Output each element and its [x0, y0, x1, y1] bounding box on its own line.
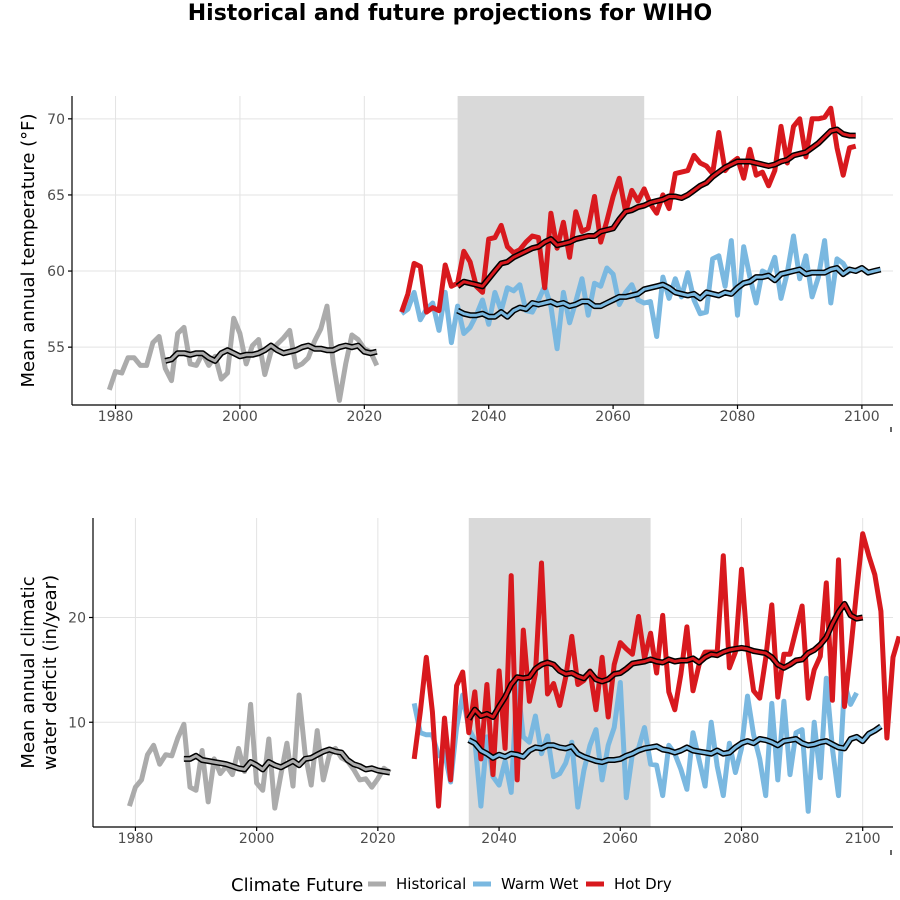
smoothed-line-historical [164, 344, 378, 363]
y-axis-title: Mean annual climaticwater deficit (in/ye… [18, 575, 61, 770]
x-tick-label: 2040 [471, 409, 507, 425]
x-tick-label: 2080 [720, 409, 756, 425]
x-tick-label: 2020 [360, 831, 396, 847]
y-tick-label: 70 [47, 112, 65, 128]
x-tick-label: 2000 [239, 831, 275, 847]
y-tick-label: 20 [68, 611, 86, 627]
y-axis-title-line: Mean annual temperature (°F) [18, 113, 39, 387]
y-tick-label: 55 [47, 340, 65, 356]
legend-label-warm-wet: Warm Wet [501, 875, 579, 893]
x-tick-label: 2020 [347, 409, 383, 425]
x-tick-label: 2100 [845, 831, 881, 847]
water-deficit-panel: 1980 2000 2020 2040 2060 2080 2100 10 20 Mean ann… [18, 518, 900, 855]
chart-legend: Climate Future Historical Warm Wet Hot D… [231, 875, 672, 896]
smoothed-line-historical [183, 748, 391, 774]
y-tick-label: 10 [68, 715, 86, 731]
smoothed-line-hot-dry [467, 602, 863, 720]
y-tick-label: 60 [47, 264, 65, 280]
series-line-historical [127, 692, 392, 811]
x-tick-label: 2060 [595, 409, 631, 425]
x-tick-label: 2100 [844, 409, 880, 425]
x-tick-label: 1980 [118, 831, 154, 847]
smoothed-line-warm-wet [456, 266, 881, 319]
x-tick-label: 2000 [222, 409, 258, 425]
temperature-panel: 1980 2000 2020 2040 2060 2080 2100 55 60 65 70 Mean… [18, 96, 893, 432]
smoothed-line-hot-dry [456, 128, 856, 288]
x-tick-label: 2040 [481, 831, 517, 847]
y-axis-title-line: Mean annual climatic [18, 576, 39, 768]
y-tick-label: 65 [47, 188, 65, 204]
x-tick-label: 2080 [724, 831, 760, 847]
legend-title: Climate Future [231, 875, 363, 896]
smoothed-line-warm-wet [468, 725, 882, 764]
y-axis-title: Mean annual temperature (°F) [18, 113, 39, 387]
series-line-hot-dry [411, 531, 900, 809]
legend-label-historical: Historical [396, 875, 466, 893]
x-tick-label: 2060 [602, 831, 638, 847]
legend-label-hot-dry: Hot Dry [614, 875, 672, 893]
x-tick-label: 1980 [98, 409, 134, 425]
chart-title: Historical and future projections for WI… [188, 1, 712, 26]
y-axis-title-line: water deficit (in/year) [40, 575, 61, 770]
